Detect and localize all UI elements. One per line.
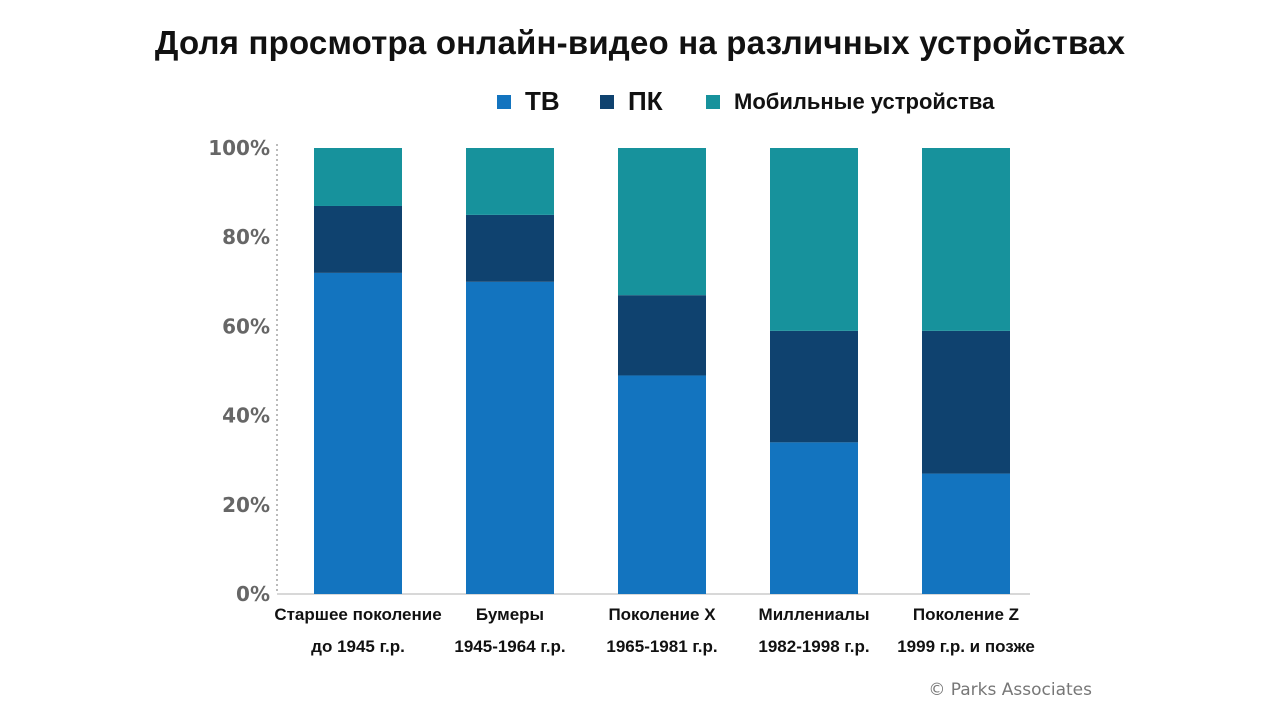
bar-segment-5-2: [922, 330, 1010, 474]
legend-swatch-tv: [497, 95, 511, 109]
x-category-label: Миллениалы: [759, 605, 870, 624]
bar-segment-1-1: [314, 272, 402, 594]
bar-segment-2-3: [466, 148, 554, 215]
bar-segment-3-2: [618, 295, 706, 376]
bar-segment-4-3: [770, 148, 858, 331]
x-category-label: до 1945 г.р.: [311, 637, 405, 656]
credit-text: © Parks Associates: [928, 680, 1092, 700]
bar-segment-5-1: [922, 473, 1010, 594]
bar-segment-2-1: [466, 281, 554, 594]
bar-segment-3-3: [618, 148, 706, 296]
legend-label-tv: ТВ: [525, 86, 560, 116]
x-category-label: Бумеры: [476, 605, 544, 624]
legend: ТВ ПК Мобильные устройства: [0, 86, 1280, 120]
bar-segment-3-1: [618, 375, 706, 594]
x-category-label: Поколение Z: [913, 605, 1019, 624]
x-category-label: 1999 г.р. и позже: [897, 637, 1035, 656]
y-tick-label: 40%: [222, 404, 270, 428]
legend-label-mobile: Мобильные устройства: [734, 89, 995, 114]
y-tick-label: 20%: [222, 493, 270, 517]
bar-segment-5-3: [922, 148, 1010, 331]
x-category-label: Поколение X: [608, 605, 716, 624]
x-category-label: Старшее поколение: [274, 605, 441, 624]
legend-swatch-pc: [600, 95, 614, 109]
legend-label-pc: ПК: [628, 86, 663, 116]
bar-segment-1-3: [314, 148, 402, 206]
x-category-label: 1982-1998 г.р.: [758, 637, 869, 656]
bar-segment-1-2: [314, 205, 402, 273]
bar-segment-4-1: [770, 442, 858, 594]
y-tick-label: 80%: [222, 225, 270, 249]
legend-swatch-mobile: [706, 95, 720, 109]
y-tick-label: 100%: [208, 136, 270, 160]
bar-segment-2-2: [466, 214, 554, 282]
y-tick-label: 0%: [236, 582, 270, 606]
chart-title: Доля просмотра онлайн-видео на различных…: [154, 24, 1126, 61]
y-tick-label: 60%: [222, 314, 270, 338]
bar-segment-4-2: [770, 330, 858, 443]
x-category-label: 1965-1981 г.р.: [606, 637, 717, 656]
x-category-label: 1945-1964 г.р.: [454, 637, 565, 656]
